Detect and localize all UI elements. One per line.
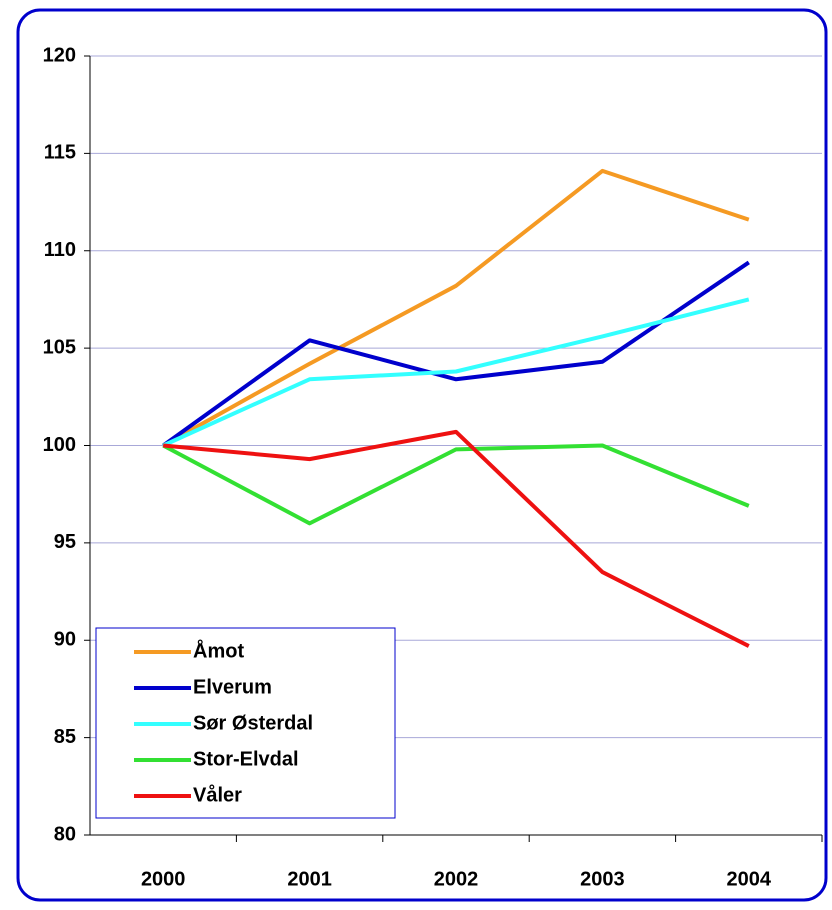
legend-label: Stor-Elvdal [193, 748, 299, 770]
y-tick-label: 105 [43, 336, 76, 358]
y-tick-label: 100 [43, 434, 76, 456]
legend-label: Sør Østerdal [193, 712, 313, 734]
y-tick-label: 90 [54, 629, 76, 651]
legend-label: Åmot [193, 638, 244, 662]
x-tick-label: 2002 [434, 868, 479, 890]
y-tick-label: 115 [44, 142, 76, 164]
x-tick-label: 2003 [580, 868, 625, 890]
y-tick-label: 120 [43, 44, 76, 66]
data-line [162, 297, 750, 448]
x-tick-label: 2004 [727, 868, 772, 890]
data-line [162, 260, 750, 448]
x-tick-label: 2001 [287, 868, 332, 890]
legend-label: Våler [193, 783, 242, 806]
data-line [162, 168, 750, 448]
data-line [162, 443, 750, 526]
data-line [163, 429, 750, 648]
y-tick-label: 110 [44, 239, 76, 261]
y-tick-label: 80 [54, 823, 76, 845]
legend-label: Elverum [193, 676, 272, 698]
y-tick-label: 95 [54, 531, 76, 553]
y-tick-label: 85 [54, 726, 76, 748]
x-tick-label: 2000 [141, 868, 186, 890]
